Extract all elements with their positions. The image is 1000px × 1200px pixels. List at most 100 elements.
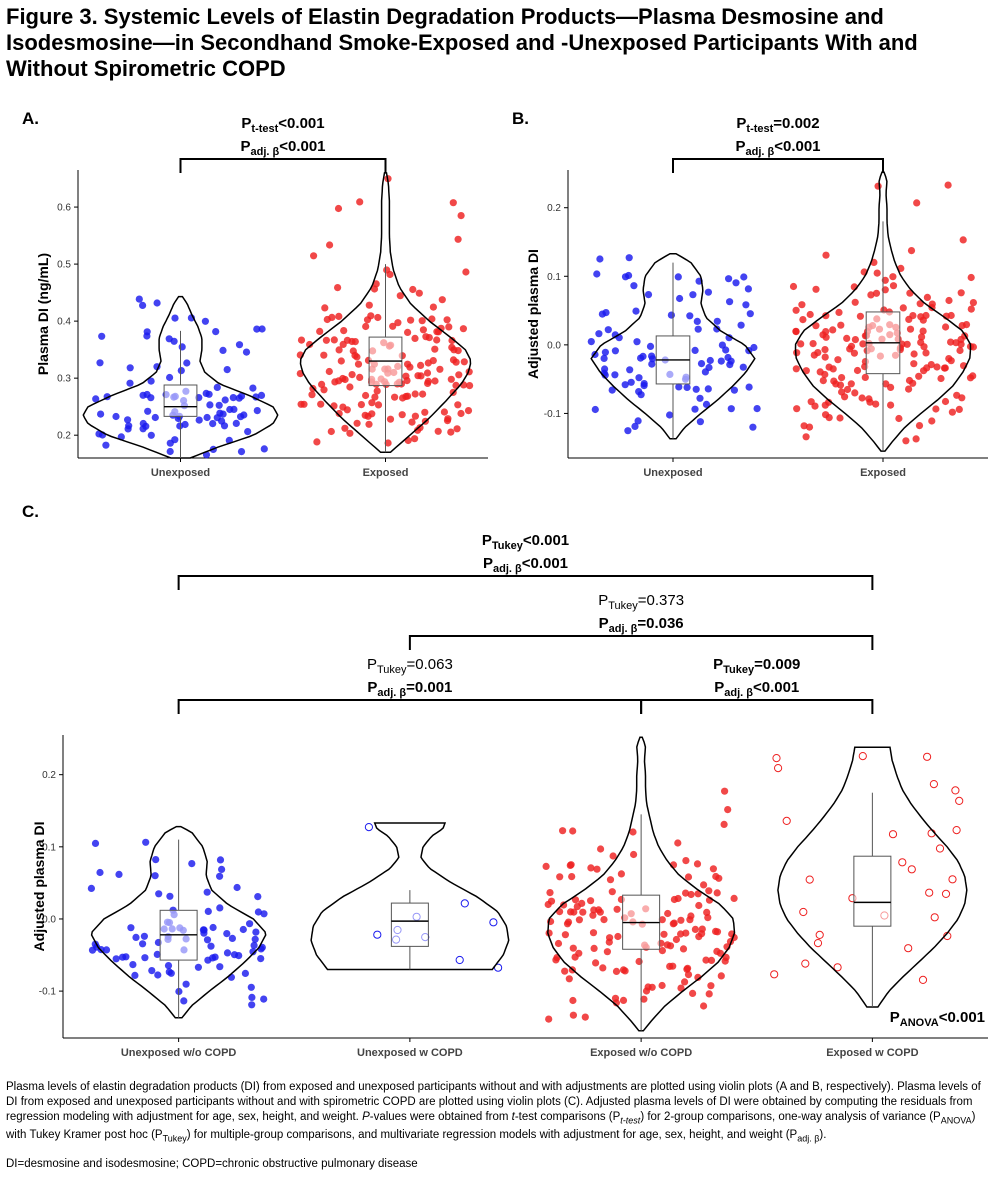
data-point	[546, 889, 554, 897]
data-point	[725, 334, 733, 342]
data-point	[906, 289, 914, 297]
data-point	[554, 939, 563, 948]
data-point	[701, 368, 710, 376]
box-iqr	[390, 902, 429, 947]
data-point	[356, 373, 364, 381]
data-point	[595, 330, 603, 338]
data-point	[131, 971, 139, 980]
data-point	[419, 326, 427, 334]
data-point	[371, 393, 379, 401]
data-point	[642, 987, 651, 995]
data-point	[867, 291, 875, 299]
data-point	[209, 923, 217, 932]
data-point	[658, 981, 666, 990]
data-point	[822, 328, 830, 336]
data-point	[556, 908, 564, 916]
data-point	[356, 198, 364, 206]
data-point	[124, 425, 132, 433]
data-point	[814, 349, 822, 357]
data-point	[126, 379, 134, 387]
data-point	[670, 919, 678, 927]
p-value-label: Pt-test=0.002	[736, 115, 819, 135]
data-point	[142, 422, 150, 430]
data-point	[170, 911, 178, 919]
data-point	[464, 407, 473, 415]
data-point	[91, 839, 100, 848]
data-point	[326, 241, 334, 249]
data-point	[449, 356, 458, 364]
data-point	[346, 429, 354, 437]
data-point	[147, 431, 155, 439]
data-point	[411, 390, 419, 398]
data-point	[455, 955, 464, 965]
data-point	[806, 310, 814, 319]
data-point	[631, 422, 639, 430]
data-point	[812, 322, 820, 330]
data-point	[677, 984, 685, 992]
data-point	[944, 181, 952, 189]
data-point	[909, 312, 917, 320]
data-point	[418, 317, 426, 325]
data-point	[216, 904, 224, 912]
data-point	[721, 957, 729, 965]
data-point	[770, 970, 779, 979]
data-point	[605, 938, 613, 946]
data-point	[143, 390, 151, 399]
data-point	[698, 930, 706, 938]
data-point	[798, 301, 806, 309]
data-point	[188, 860, 196, 868]
data-point	[961, 332, 969, 340]
data-point	[903, 340, 911, 348]
y-tick-label: 0.5	[57, 260, 71, 271]
data-point	[947, 357, 955, 365]
data-point	[712, 927, 720, 936]
data-point	[681, 978, 689, 986]
data-point	[199, 926, 207, 934]
data-point	[906, 325, 915, 333]
data-point	[637, 354, 645, 362]
data-point	[895, 414, 903, 423]
data-point	[362, 391, 370, 400]
data-point	[848, 894, 857, 903]
caption-paragraph-2: DI=desmosine and isodesmosine; COPD=chro…	[6, 1157, 418, 1170]
x-tick-label: Exposed w COPD	[826, 1047, 918, 1059]
data-point	[414, 372, 422, 380]
data-point	[669, 962, 677, 970]
data-point	[171, 436, 179, 444]
data-point	[691, 925, 700, 934]
data-point	[881, 286, 889, 294]
data-point	[693, 317, 701, 325]
data-point	[600, 354, 608, 362]
data-point	[112, 955, 120, 963]
data-point	[611, 994, 620, 1002]
data-point	[429, 303, 437, 311]
data-point	[896, 346, 904, 354]
data-point	[674, 839, 682, 847]
data-point	[878, 335, 886, 343]
data-point	[257, 955, 265, 963]
data-point	[686, 916, 694, 924]
data-point	[732, 279, 740, 287]
data-point	[863, 347, 871, 355]
significance-bracket	[179, 158, 387, 173]
data-point	[542, 862, 550, 871]
data-point	[966, 374, 975, 382]
y-axis-label: Adjusted plasma DI	[525, 249, 541, 379]
data-point	[704, 288, 713, 296]
data-point	[606, 876, 615, 884]
data-point	[102, 946, 111, 954]
data-point	[327, 427, 335, 436]
data-point	[587, 897, 595, 905]
data-point	[627, 378, 635, 386]
data-point	[899, 304, 907, 312]
data-point	[737, 321, 745, 329]
data-point	[730, 386, 739, 394]
data-point	[860, 268, 868, 276]
data-point	[750, 343, 758, 352]
data-point	[459, 325, 467, 333]
data-point	[448, 336, 456, 345]
data-point	[627, 910, 635, 918]
data-point	[142, 838, 150, 846]
data-point	[571, 896, 580, 904]
data-point	[411, 334, 419, 342]
